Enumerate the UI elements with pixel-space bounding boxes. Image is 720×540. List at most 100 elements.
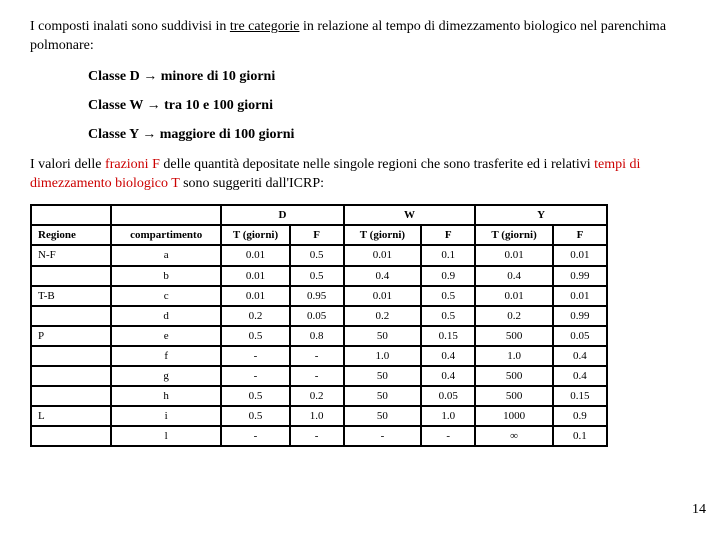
cell-d-f: 0.5 bbox=[290, 245, 344, 265]
hdr-w-t: T (giorni) bbox=[344, 225, 422, 245]
icrp-paragraph: I valori delle frazioni F delle quantità… bbox=[30, 156, 692, 194]
cell-d-t: 0.2 bbox=[221, 306, 289, 326]
hdr-W: W bbox=[344, 205, 476, 225]
cell-w-f: 0.4 bbox=[421, 366, 475, 386]
cell-region bbox=[31, 386, 111, 406]
cell-w-t: 0.01 bbox=[344, 286, 422, 306]
cell-d-f: 0.8 bbox=[290, 326, 344, 346]
cell-w-f: 0.5 bbox=[421, 286, 475, 306]
cell-d-t: 0.5 bbox=[221, 326, 289, 346]
cell-d-f: - bbox=[290, 366, 344, 386]
slide-content: I composti inalati sono suddivisi in tre… bbox=[0, 0, 720, 447]
cell-y-f: 0.9 bbox=[553, 406, 607, 426]
cell-d-t: 0.01 bbox=[221, 286, 289, 306]
cell-y-t: 1.0 bbox=[475, 346, 553, 366]
cell-y-f: 0.4 bbox=[553, 366, 607, 386]
class-list: Classe D → minore di 10 giorni Classe W … bbox=[30, 68, 692, 145]
cell-d-f: 0.05 bbox=[290, 306, 344, 326]
cell-d-t: - bbox=[221, 426, 289, 446]
hdr-region: Regione bbox=[31, 225, 111, 245]
cell-w-f: - bbox=[421, 426, 475, 446]
cell-w-f: 1.0 bbox=[421, 406, 475, 426]
table-body: N-Fa0.010.50.010.10.010.01b0.010.50.40.9… bbox=[31, 245, 607, 446]
cell-w-f: 0.9 bbox=[421, 266, 475, 286]
icrp-table: D W Y Regione compartimento T (giorni) F… bbox=[30, 204, 608, 447]
table-head: D W Y Regione compartimento T (giorni) F… bbox=[31, 205, 607, 245]
cell-d-t: - bbox=[221, 346, 289, 366]
class-y-label: Classe Y bbox=[88, 127, 139, 142]
cell-w-t: 50 bbox=[344, 386, 422, 406]
class-w-desc: tra 10 e 100 giorni bbox=[164, 98, 273, 113]
cell-region: P bbox=[31, 326, 111, 346]
cell-y-f: 0.99 bbox=[553, 266, 607, 286]
cell-y-t: 500 bbox=[475, 366, 553, 386]
table-row: d0.20.050.20.50.20.99 bbox=[31, 306, 607, 326]
cell-region bbox=[31, 426, 111, 446]
cell-d-t: 0.5 bbox=[221, 406, 289, 426]
table-row: h0.50.2500.055000.15 bbox=[31, 386, 607, 406]
cell-d-f: 0.5 bbox=[290, 266, 344, 286]
class-d-desc: minore di 10 giorni bbox=[161, 69, 275, 84]
hdr-y-f: F bbox=[553, 225, 607, 245]
cell-w-t: 50 bbox=[344, 366, 422, 386]
table-row: f--1.00.41.00.4 bbox=[31, 346, 607, 366]
cell-y-t: 0.4 bbox=[475, 266, 553, 286]
arrow-icon: → bbox=[140, 69, 161, 84]
cell-region: L bbox=[31, 406, 111, 426]
table-row: l----∞0.1 bbox=[31, 426, 607, 446]
cell-comp: a bbox=[111, 245, 221, 265]
hdr-blank-comp bbox=[111, 205, 221, 225]
cell-y-t: 1000 bbox=[475, 406, 553, 426]
cell-y-f: 0.01 bbox=[553, 245, 607, 265]
table-row: N-Fa0.010.50.010.10.010.01 bbox=[31, 245, 607, 265]
table-top-header-row: D W Y bbox=[31, 205, 607, 225]
cell-comp: b bbox=[111, 266, 221, 286]
cell-y-t: 0.2 bbox=[475, 306, 553, 326]
cell-w-t: 0.01 bbox=[344, 245, 422, 265]
hdr-y-t: T (giorni) bbox=[475, 225, 553, 245]
arrow-icon: → bbox=[143, 98, 164, 113]
class-w-label: Classe W bbox=[88, 98, 143, 113]
hdr-Y: Y bbox=[475, 205, 607, 225]
table-row: T-Bc0.010.950.010.50.010.01 bbox=[31, 286, 607, 306]
cell-d-f: - bbox=[290, 346, 344, 366]
page-number: 14 bbox=[692, 502, 706, 518]
cell-y-f: 0.01 bbox=[553, 286, 607, 306]
cell-y-t: 0.01 bbox=[475, 245, 553, 265]
hdr-w-f: F bbox=[421, 225, 475, 245]
cell-w-f: 0.4 bbox=[421, 346, 475, 366]
cell-comp: e bbox=[111, 326, 221, 346]
cell-d-t: 0.01 bbox=[221, 266, 289, 286]
hdr-compartment: compartimento bbox=[111, 225, 221, 245]
cell-w-t: 0.4 bbox=[344, 266, 422, 286]
cell-y-f: 0.4 bbox=[553, 346, 607, 366]
cell-y-f: 0.05 bbox=[553, 326, 607, 346]
cell-w-f: 0.15 bbox=[421, 326, 475, 346]
table-row: g--500.45000.4 bbox=[31, 366, 607, 386]
cell-y-f: 0.15 bbox=[553, 386, 607, 406]
hdr-d-t: T (giorni) bbox=[221, 225, 289, 245]
cell-region bbox=[31, 266, 111, 286]
cell-w-f: 0.1 bbox=[421, 245, 475, 265]
arrow-icon: → bbox=[139, 127, 160, 142]
cell-w-t: 1.0 bbox=[344, 346, 422, 366]
hdr-D: D bbox=[221, 205, 343, 225]
icrp-text-b: delle quantità depositate nelle singole … bbox=[160, 157, 594, 172]
cell-comp: g bbox=[111, 366, 221, 386]
intro-underlined: tre categorie bbox=[230, 19, 300, 34]
icrp-text-c: sono suggeriti dall'ICRP: bbox=[180, 176, 324, 191]
cell-comp: h bbox=[111, 386, 221, 406]
cell-y-t: 500 bbox=[475, 386, 553, 406]
cell-w-f: 0.5 bbox=[421, 306, 475, 326]
class-d-line: Classe D → minore di 10 giorni bbox=[88, 68, 692, 87]
cell-d-f: 0.95 bbox=[290, 286, 344, 306]
cell-region: T-B bbox=[31, 286, 111, 306]
class-w-line: Classe W → tra 10 e 100 giorni bbox=[88, 97, 692, 116]
cell-w-t: 0.2 bbox=[344, 306, 422, 326]
cell-d-f: 0.2 bbox=[290, 386, 344, 406]
cell-y-f: 0.1 bbox=[553, 426, 607, 446]
table-row: b0.010.50.40.90.40.99 bbox=[31, 266, 607, 286]
cell-w-t: 50 bbox=[344, 326, 422, 346]
hdr-blank-region bbox=[31, 205, 111, 225]
cell-w-t: 50 bbox=[344, 406, 422, 426]
